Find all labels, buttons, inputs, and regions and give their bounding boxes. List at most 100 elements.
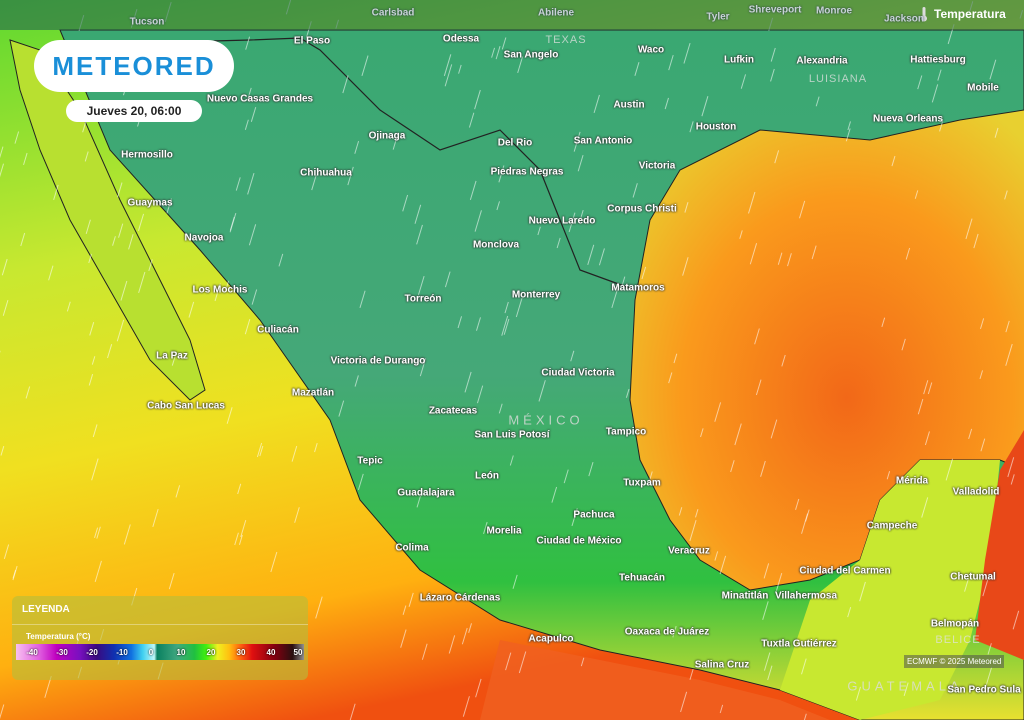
wind-streak [924, 431, 930, 446]
wind-streak [23, 152, 28, 165]
wind-streak [937, 69, 942, 81]
wind-streak [505, 652, 512, 671]
city-label: Navojoa [184, 232, 224, 244]
wind-streak [714, 551, 719, 561]
wind-streak [128, 234, 134, 250]
wind-streak [0, 445, 5, 456]
wind-streak [921, 497, 929, 518]
wind-streak [237, 483, 242, 495]
wind-streak [881, 317, 886, 328]
wind-streak [226, 407, 233, 424]
wind-streak [498, 165, 505, 183]
city-label: Nuevo Laredo [528, 215, 596, 227]
wind-streak [392, 132, 399, 150]
wind-streak [214, 283, 221, 302]
wind-streak [251, 289, 258, 305]
city-label: Tuxpam [623, 477, 661, 489]
date-text: Jueves 20, 06:00 [86, 104, 182, 118]
wind-streak [88, 253, 92, 264]
wind-streak [801, 513, 809, 534]
wind-streak [12, 569, 17, 579]
wind-streak [621, 276, 626, 287]
wind-streak [847, 121, 851, 131]
wind-streak [580, 657, 585, 667]
wind-streak [168, 572, 175, 590]
wind-streak [551, 486, 558, 503]
wind-streak [695, 509, 699, 518]
city-label: San Antonio [573, 135, 633, 147]
city-label: Tucson [129, 16, 165, 28]
wind-streak [734, 423, 742, 446]
wind-streak [901, 338, 906, 351]
wind-streak [668, 372, 673, 384]
wind-streak [0, 704, 5, 719]
wind-streak [886, 471, 891, 480]
wind-streak [414, 204, 422, 224]
forecast-date-label[interactable]: Jueves 20, 06:00 [66, 100, 202, 122]
wind-streak [234, 532, 239, 546]
baja-california [9, 39, 206, 401]
city-label: Colima [395, 542, 429, 554]
city-label: Oaxaca de Juárez [624, 626, 710, 638]
top-bar [0, 0, 1024, 30]
wind-streak [338, 400, 345, 417]
wind-streak [689, 519, 697, 542]
wind-streak [464, 371, 472, 393]
city-label: Torreón [404, 293, 442, 305]
wind-streak [294, 507, 300, 523]
scale-tick: 50 [293, 648, 303, 657]
wind-streak [503, 318, 510, 335]
layer-selector[interactable]: Temperatura [920, 6, 1006, 22]
wind-streak [509, 455, 514, 466]
scale-tick: -30 [56, 648, 68, 657]
wind-streak [855, 686, 861, 701]
wind-streak [91, 356, 96, 365]
wind-streak [689, 668, 694, 680]
city-label: Ciudad de México [536, 535, 622, 547]
gulf-of-mexico [630, 110, 1024, 590]
wind-streak [3, 544, 10, 559]
scale-tick: -20 [86, 648, 98, 657]
wind-streak [468, 623, 472, 633]
wind-streak [1005, 320, 1010, 333]
data-credit: ECMWF © 2025 Meteored [904, 655, 1005, 668]
wind-streak [235, 177, 241, 191]
wind-streak [25, 386, 31, 399]
wind-streak [504, 301, 509, 314]
city-label: La Paz [156, 350, 188, 362]
wind-streak [448, 635, 456, 654]
wind-streak [148, 259, 153, 272]
legend-subtitle: Temperatura (°C) [26, 632, 91, 641]
wind-streak [570, 350, 575, 362]
city-label: Valladolid [952, 486, 1000, 498]
wind-streak [402, 194, 409, 212]
wind-streak [538, 380, 546, 402]
wind-streak [979, 370, 984, 380]
wind-streak [342, 75, 349, 94]
wind-streak [719, 555, 727, 575]
city-label: Alexandria [796, 55, 848, 67]
wind-streak [278, 253, 284, 267]
city-label: Guadalajara [397, 487, 455, 499]
wind-streak [985, 667, 993, 688]
wind-streak [701, 96, 709, 117]
wind-streak [112, 236, 116, 246]
wind-streak [763, 652, 771, 671]
scale-tick: 30 [236, 648, 246, 657]
wind-streak [117, 182, 123, 198]
meteored-logo[interactable]: METEORED [34, 40, 234, 92]
wind-streak [563, 469, 569, 484]
wind-streak [48, 265, 54, 281]
wind-streak [347, 166, 354, 186]
wind-streak [774, 150, 780, 164]
wind-streak [939, 120, 944, 132]
city-label: Hattiesburg [910, 54, 966, 66]
wind-streak [787, 253, 792, 267]
wind-streak [457, 316, 463, 329]
wind-streak [700, 428, 704, 438]
wind-streak [118, 223, 124, 238]
wind-streak [632, 183, 638, 198]
wind-streak [444, 271, 451, 288]
wind-streak [648, 471, 653, 483]
wind-streak [845, 128, 851, 142]
